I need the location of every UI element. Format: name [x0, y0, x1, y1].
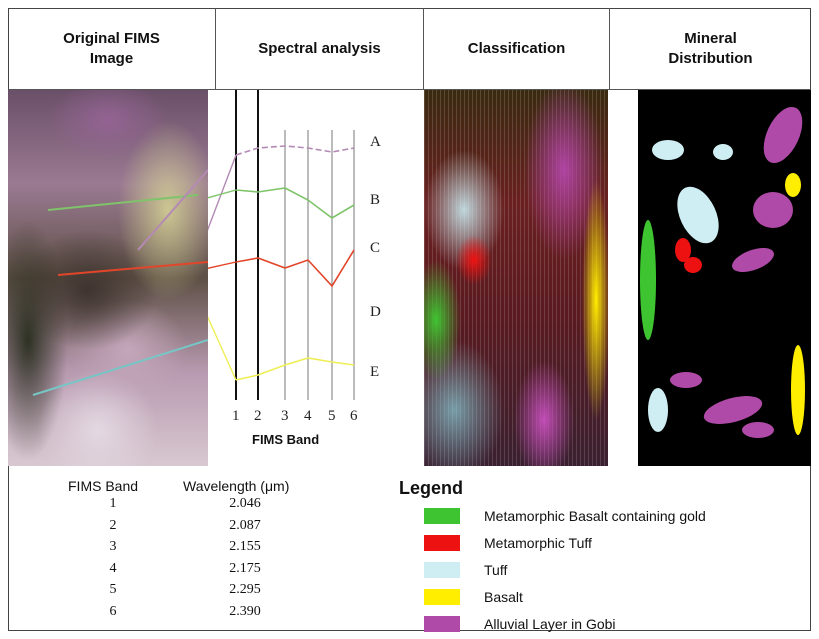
legend-item: Tuff	[424, 560, 507, 580]
legend-title: Legend	[399, 478, 464, 498]
table-cell-wavelength: 2.155	[229, 539, 261, 554]
table-cell-wavelength: 2.390	[229, 603, 261, 619]
legend-item: Basalt	[424, 587, 523, 607]
table-cell-wavelength: 2.175	[229, 560, 261, 576]
band-tick-5: 5	[328, 408, 336, 424]
classification-image	[424, 90, 610, 466]
connector-line-2	[208, 261, 237, 269]
table-cell-band: 6	[109, 603, 117, 619]
header-original-image: Original FIMS Image	[8, 8, 216, 90]
legend-item: Metamorphic Tuff	[424, 533, 592, 553]
legend-swatch	[424, 616, 460, 632]
band-tick-6: 6	[350, 408, 358, 424]
header-classification: Classification	[424, 8, 610, 90]
curve-label-B: B	[370, 192, 380, 208]
panel-gap	[608, 90, 638, 466]
connector-line-0	[208, 154, 237, 231]
image-sample-lines	[32, 169, 208, 396]
legend-label: Tuff	[484, 562, 508, 578]
band-tick-3: 3	[281, 408, 289, 424]
legend-swatch	[424, 562, 460, 578]
legend-swatch	[424, 535, 460, 551]
table-cell-band: 1	[109, 496, 117, 511]
table-cell-wavelength: 2.046	[229, 496, 261, 511]
curve-label-D: D	[370, 304, 381, 320]
header-spectral-analysis: Spectral analysis	[216, 8, 424, 90]
legend-item: Metamorphic Basalt containing gold	[424, 506, 706, 526]
table-cell-band: 5	[109, 582, 117, 597]
curve-label-C: C	[370, 240, 380, 256]
curve-label-A: A	[370, 134, 381, 150]
band-tick-1: 1	[232, 408, 240, 424]
legend-swatch	[424, 589, 460, 605]
table-cell-wavelength: 2.295	[229, 582, 261, 597]
connector-line-1	[208, 189, 237, 199]
band-tick-4: 4	[304, 408, 312, 424]
legend-label: Alluvial Layer in Gobi	[484, 616, 616, 632]
table-header-wavelength: Wavelength (μm)	[183, 478, 290, 494]
band-tick-2: 2	[254, 408, 262, 424]
original-fims-image	[8, 90, 208, 466]
curve-B	[235, 187, 355, 219]
legend-label: Basalt	[484, 589, 523, 605]
table-cell-band: 2	[109, 517, 117, 533]
curve-E	[235, 357, 355, 381]
mineral-blobs	[640, 106, 805, 438]
spectral-analysis-plot: A B C D E 1 2 3 4 5 6 FIMS Band	[208, 90, 381, 447]
table-cell-wavelength: 2.087	[229, 517, 261, 533]
table-header-band: FIMS Band	[68, 478, 139, 494]
legend-label: Metamorphic Tuff	[484, 535, 592, 551]
legend-item: Alluvial Layer in Gobi	[424, 614, 616, 634]
legend-swatch	[424, 508, 460, 524]
spectral-xlabel: FIMS Band	[252, 432, 319, 447]
mineral-distribution-image	[638, 90, 811, 466]
table-cell-band: 4	[109, 560, 117, 576]
curve-A	[235, 145, 355, 156]
curve-label-E: E	[370, 364, 379, 380]
curve-C	[235, 249, 355, 288]
legend-label: Metamorphic Basalt containing gold	[484, 508, 706, 524]
connector-line-3	[208, 316, 237, 381]
table-cell-band: 3	[109, 539, 117, 554]
header-mineral-distribution: Mineral Distribution	[610, 8, 811, 90]
